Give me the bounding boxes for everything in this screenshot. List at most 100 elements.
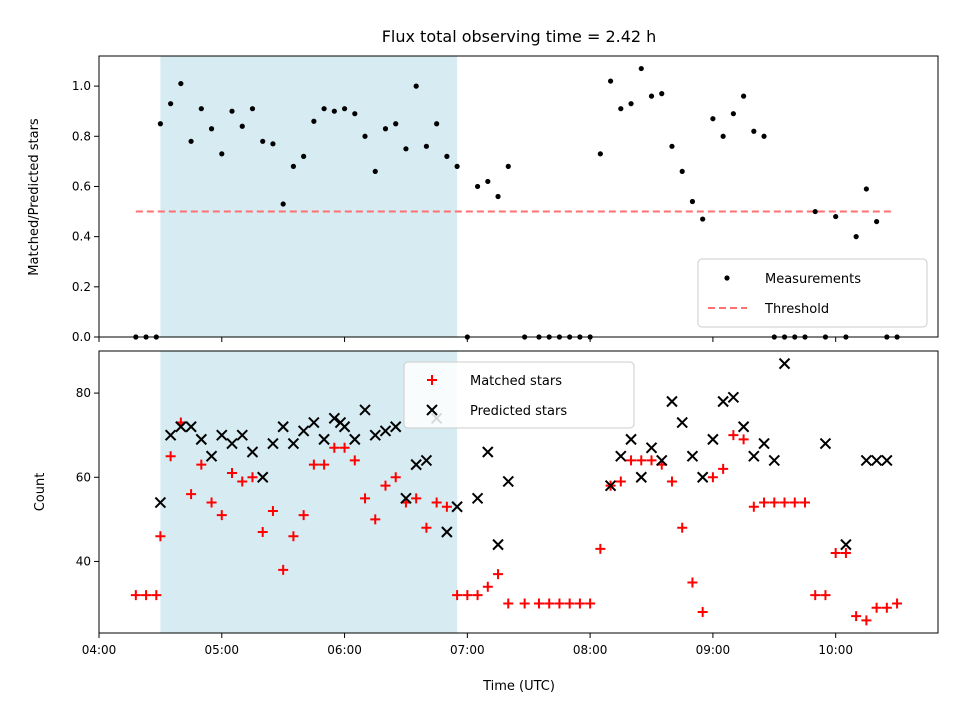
- matched-stars-point: [421, 522, 432, 533]
- predicted-stars-point: [819, 437, 832, 450]
- matched-stars-point: [349, 455, 360, 466]
- measurement-point: [659, 91, 665, 97]
- bottom-legend: Matched stars Predicted stars: [403, 361, 635, 429]
- legend-predicted-label: Predicted stars: [470, 404, 567, 419]
- predicted-stars-point: [635, 471, 647, 483]
- matched-stars-point: [288, 531, 299, 542]
- measurement-point: [413, 83, 419, 89]
- matched-stars-point: [165, 451, 176, 462]
- matched-stars-point: [677, 522, 688, 533]
- measurement-point: [618, 106, 624, 112]
- predicted-stars-point: [216, 429, 228, 441]
- measurement-point: [208, 126, 215, 132]
- matched-stars-point: [370, 514, 381, 525]
- measurement-point: [188, 138, 194, 144]
- bottom-y-tick-label: 80: [76, 386, 91, 400]
- matched-stars-point: [585, 598, 596, 609]
- top-axes-frame: [98, 55, 939, 338]
- bottom-x-tick-label: 06:00: [327, 643, 362, 657]
- matched-stars-point: [141, 590, 152, 601]
- predicted-stars-point: [205, 450, 218, 462]
- predicted-stars-point: [175, 421, 187, 433]
- matched-stars-point: [707, 472, 718, 483]
- predicted-stars-point: [840, 538, 852, 551]
- predicted-stars-point: [277, 421, 289, 433]
- predicted-stars-point: [471, 492, 484, 505]
- top-y-tick-label: 0.2: [72, 280, 91, 294]
- measurement-point: [874, 218, 880, 225]
- bottom-x-tick-label: 04:00: [82, 643, 117, 657]
- predicted-stars-point: [727, 391, 740, 404]
- matched-stars-point: [237, 476, 248, 487]
- measurement-point: [280, 201, 286, 207]
- top-y-tick-label: 0.0: [72, 330, 91, 344]
- measurement-point: [382, 126, 389, 132]
- measurement-point: [229, 108, 235, 114]
- measurement-point: [700, 216, 706, 222]
- top-y-tick-label: 0.8: [72, 129, 91, 143]
- legend-matched-label: Matched stars: [470, 374, 562, 389]
- matched-stars-point: [574, 598, 585, 609]
- predicted-stars-point: [226, 437, 238, 450]
- matched-stars-point: [339, 442, 350, 453]
- predicted-stars-point: [441, 526, 453, 538]
- predicted-stars-point: [154, 496, 167, 509]
- matched-stars-point: [799, 497, 810, 508]
- measurement-point: [710, 116, 716, 122]
- measurement-point: [157, 121, 163, 127]
- legend-measurements-label: Measurements: [765, 272, 861, 287]
- matched-stars-point: [257, 526, 268, 537]
- matched-stars-point: [308, 459, 319, 470]
- predicted-stars-point: [604, 479, 617, 492]
- matched-stars-point: [319, 459, 330, 470]
- matched-stars-point: [544, 598, 555, 609]
- measurement-point: [341, 106, 348, 112]
- bottom-x-tick-label: 08:00: [573, 643, 608, 657]
- matched-stars-point: [646, 455, 657, 466]
- measurement-point: [198, 106, 204, 112]
- measurement-point: [474, 183, 481, 190]
- top-y-tick-label: 0.4: [72, 230, 91, 244]
- matched-stars-point: [861, 615, 872, 626]
- predicted-stars-point: [287, 437, 300, 450]
- matched-stars-point: [155, 531, 166, 542]
- matched-stars-point: [728, 430, 739, 441]
- top-panel: Flux total observing time = 2.42 h Match…: [27, 27, 939, 344]
- predicted-stars-point: [246, 446, 259, 458]
- predicted-stars-point: [748, 450, 760, 462]
- matched-stars-point: [130, 590, 141, 601]
- measurement-point: [495, 193, 501, 200]
- predicted-stars-point: [400, 492, 412, 505]
- matched-stars-point: [871, 602, 882, 613]
- predicted-stars-point: [308, 416, 320, 429]
- matched-stars-point: [298, 510, 309, 521]
- measurement-point: [260, 138, 266, 144]
- matched-stars-point: [267, 505, 278, 516]
- top-shaded-span: [160, 56, 458, 337]
- predicted-stars-point: [185, 421, 197, 433]
- measurement-point: [249, 106, 256, 112]
- measurement-point: [720, 133, 726, 139]
- predicted-stars-point: [625, 433, 637, 446]
- measurement-point: [362, 133, 368, 139]
- matched-stars-point: [390, 472, 401, 483]
- measurement-point: [812, 208, 818, 215]
- predicted-stars-point: [318, 433, 330, 446]
- matched-stars-point: [626, 455, 637, 466]
- bottom-series-1: [154, 357, 893, 551]
- measurement-point: [239, 123, 245, 129]
- bottom-y-axis-label: Count: [33, 473, 48, 512]
- matched-stars-point: [441, 501, 452, 512]
- measurement-point: [628, 101, 634, 107]
- measurement-point: [290, 163, 297, 169]
- bottom-x-axis-label: Time (UTC): [482, 679, 555, 694]
- bottom-legend-box: [403, 361, 635, 429]
- bottom-panel: Time (UTC) Count 40 60 80 04:00 05:00 06:00 07…: [33, 350, 939, 694]
- predicted-stars-point: [881, 454, 893, 467]
- measurement-point: [331, 108, 337, 114]
- predicted-stars-point: [379, 425, 392, 437]
- predicted-stars-point: [656, 454, 668, 467]
- predicted-stars-point: [338, 421, 351, 433]
- matched-stars-point: [595, 543, 606, 554]
- measurement-point: [751, 128, 757, 134]
